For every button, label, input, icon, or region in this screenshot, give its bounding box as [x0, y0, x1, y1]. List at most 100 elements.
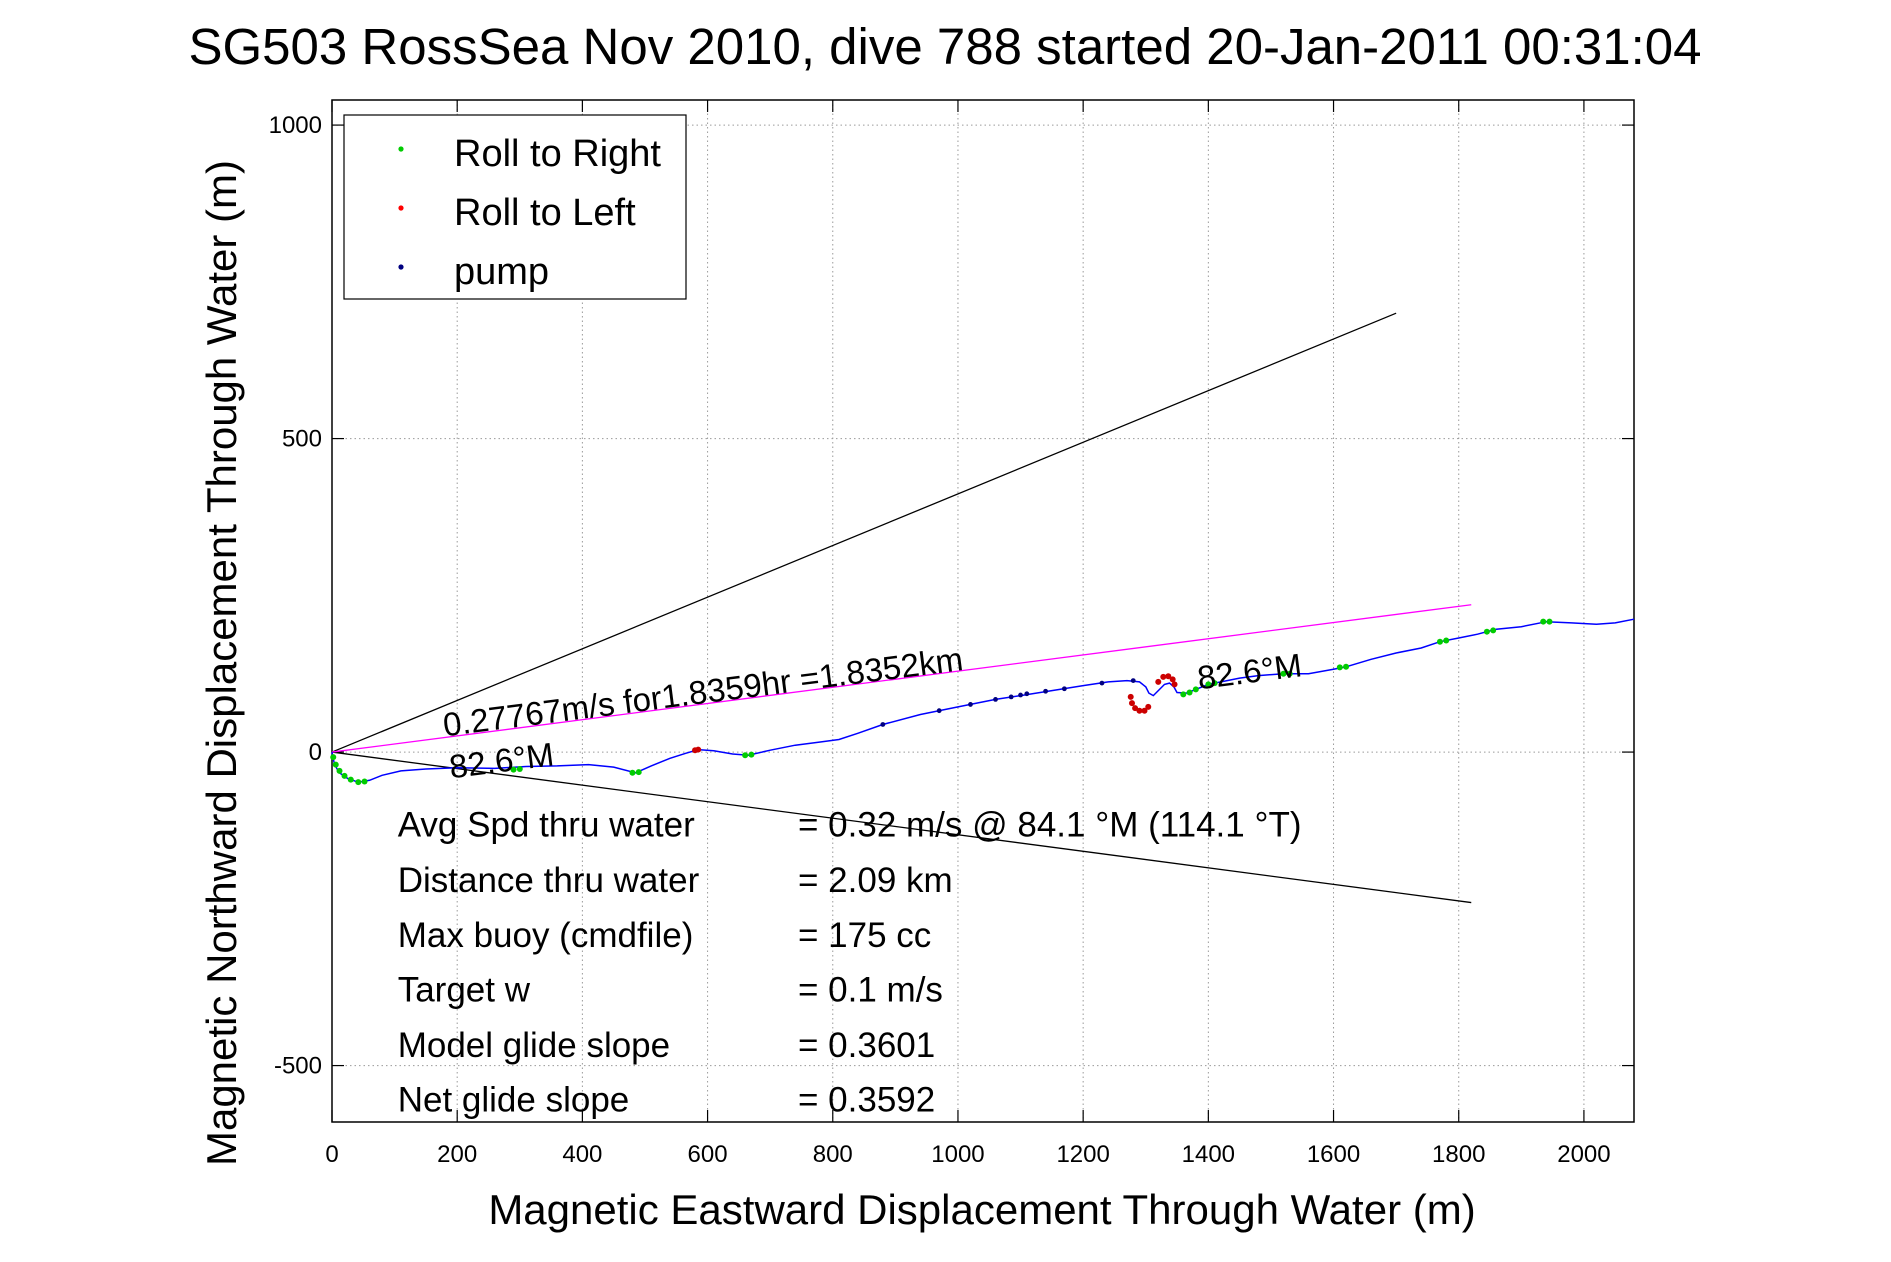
roll-right-point [341, 772, 348, 779]
roll-right-point [1286, 670, 1293, 677]
pump-point [1043, 688, 1048, 694]
roll-left-point [1132, 705, 1139, 712]
stats-block: Avg Spd thru water = 0.32 m/s @ 84.1 °M (… [398, 806, 1302, 1120]
roll-right-point [1192, 686, 1199, 693]
stat-label: Model glide slope [398, 1026, 670, 1065]
pump-point [1061, 686, 1067, 692]
roll-left-point [1165, 673, 1172, 680]
stat-value: = 0.3592 [798, 1080, 935, 1119]
x-tick-label: 2000 [1557, 1141, 1610, 1168]
annotation-2: 82.6°M [1195, 646, 1304, 696]
annotation-1: 82.6°M [447, 735, 556, 785]
roll-right-point [629, 769, 636, 776]
roll-left-point [1171, 681, 1178, 688]
roll-right-point [330, 754, 337, 761]
roll-right-point [1211, 680, 1218, 687]
pump-point [993, 697, 998, 702]
stat-label: Target w [398, 971, 531, 1010]
y-tick-label: 500 [282, 426, 322, 453]
x-tick-label: 600 [688, 1141, 728, 1168]
pump-point [1008, 694, 1014, 700]
roll-right-point [742, 752, 749, 759]
stat-value: = 175 cc [798, 916, 931, 955]
stat-label: Distance thru water [398, 861, 700, 900]
legend-marker [398, 146, 404, 152]
roll-right-point [510, 766, 517, 773]
stat-label: Avg Spd thru water [398, 806, 695, 845]
roll-left-point [1145, 703, 1152, 710]
roll-left-point [1128, 700, 1135, 707]
roll-right-point [1443, 637, 1450, 644]
x-tick-label: 1600 [1307, 1141, 1360, 1168]
lower-heading-line [331, 751, 1472, 904]
pump-point [936, 708, 942, 714]
y-tick-label: 1000 [269, 112, 322, 139]
roll-right-point [1205, 681, 1212, 688]
legend-label: Roll to Left [454, 192, 636, 234]
legend: Roll to Right Roll to Left pump [343, 114, 687, 300]
roll-right-point [1540, 618, 1547, 625]
stat-value: = 0.1 m/s [798, 971, 943, 1010]
roll-right-point [1280, 670, 1287, 677]
roll-right-point [516, 766, 523, 773]
roll-right-point [1483, 628, 1490, 635]
annotations: 0.27767m/s for1.8359hr =1.8352km82.6°M82… [441, 640, 1304, 785]
stat-label: Net glide slope [398, 1080, 630, 1119]
pump-point [1130, 678, 1136, 683]
roll-right-point [1180, 691, 1187, 698]
x-tick-label: 1400 [1182, 1141, 1235, 1168]
pump-point [1024, 691, 1030, 697]
x-tick-label: 800 [813, 1141, 853, 1168]
roll-left-point [1136, 707, 1143, 714]
x-tick-label: 1000 [931, 1141, 984, 1168]
roll-left-point [1160, 673, 1167, 680]
roll-right-point [355, 779, 362, 786]
pump-point [880, 722, 886, 727]
roll-left-point [1127, 693, 1134, 700]
track-line [331, 618, 1635, 783]
roll-left-point [1169, 676, 1176, 683]
roll-right-point [748, 751, 755, 758]
chart-title: SG503 RossSea Nov 2010, dive 788 started… [188, 18, 1701, 75]
roll-left-point [695, 746, 702, 753]
reference-lines [331, 312, 1472, 904]
roll-left-point [1155, 678, 1162, 685]
legend-marker [398, 264, 404, 270]
legend-marker [398, 205, 404, 211]
legend-label: pump [454, 251, 549, 293]
stat-label: Max buoy (cmdfile) [398, 916, 694, 955]
x-tick-label: 200 [437, 1141, 477, 1168]
pump-point [1099, 680, 1105, 686]
series [330, 618, 1635, 786]
roll-right-point [1490, 627, 1497, 634]
roll-right-point [1186, 689, 1193, 696]
x-axis-label: Magnetic Eastward Displacement Through W… [488, 1186, 1475, 1233]
stat-value: = 0.32 m/s @ 84.1 °M (114.1 °T) [798, 806, 1301, 845]
roll-right-point [635, 769, 642, 776]
y-ticks: -500 0 500 1000 [269, 112, 1634, 1080]
average-velocity-line [331, 604, 1472, 753]
stat-value: = 2.09 km [798, 861, 953, 900]
roll-right-point [1343, 663, 1350, 670]
roll-right-point [361, 778, 368, 785]
plot-area [331, 99, 1635, 1123]
roll-right-point [1436, 638, 1443, 645]
roll-right-point [336, 767, 343, 774]
y-axis-label: Magnetic Northward Displacement Through … [198, 160, 245, 1166]
roll-right-point [332, 761, 339, 768]
x-tick-label: 0 [325, 1141, 338, 1168]
pump-point [968, 702, 973, 707]
x-ticks: 0 200 400 600 800 1000 1200 1400 1600 1800 2000 [325, 100, 1611, 1168]
stat-value: = 0.3601 [798, 1026, 935, 1065]
y-tick-label: 0 [309, 739, 322, 766]
roll-right-point [1546, 618, 1553, 625]
upper-heading-line [331, 312, 1397, 753]
roll-right-point [1336, 664, 1343, 671]
legend-label: Roll to Right [454, 133, 661, 175]
pump-point [1018, 692, 1023, 698]
roll-left-point [1141, 707, 1148, 714]
y-tick-label: -500 [274, 1053, 322, 1080]
x-tick-label: 1200 [1056, 1141, 1109, 1168]
x-tick-label: 1800 [1432, 1141, 1485, 1168]
